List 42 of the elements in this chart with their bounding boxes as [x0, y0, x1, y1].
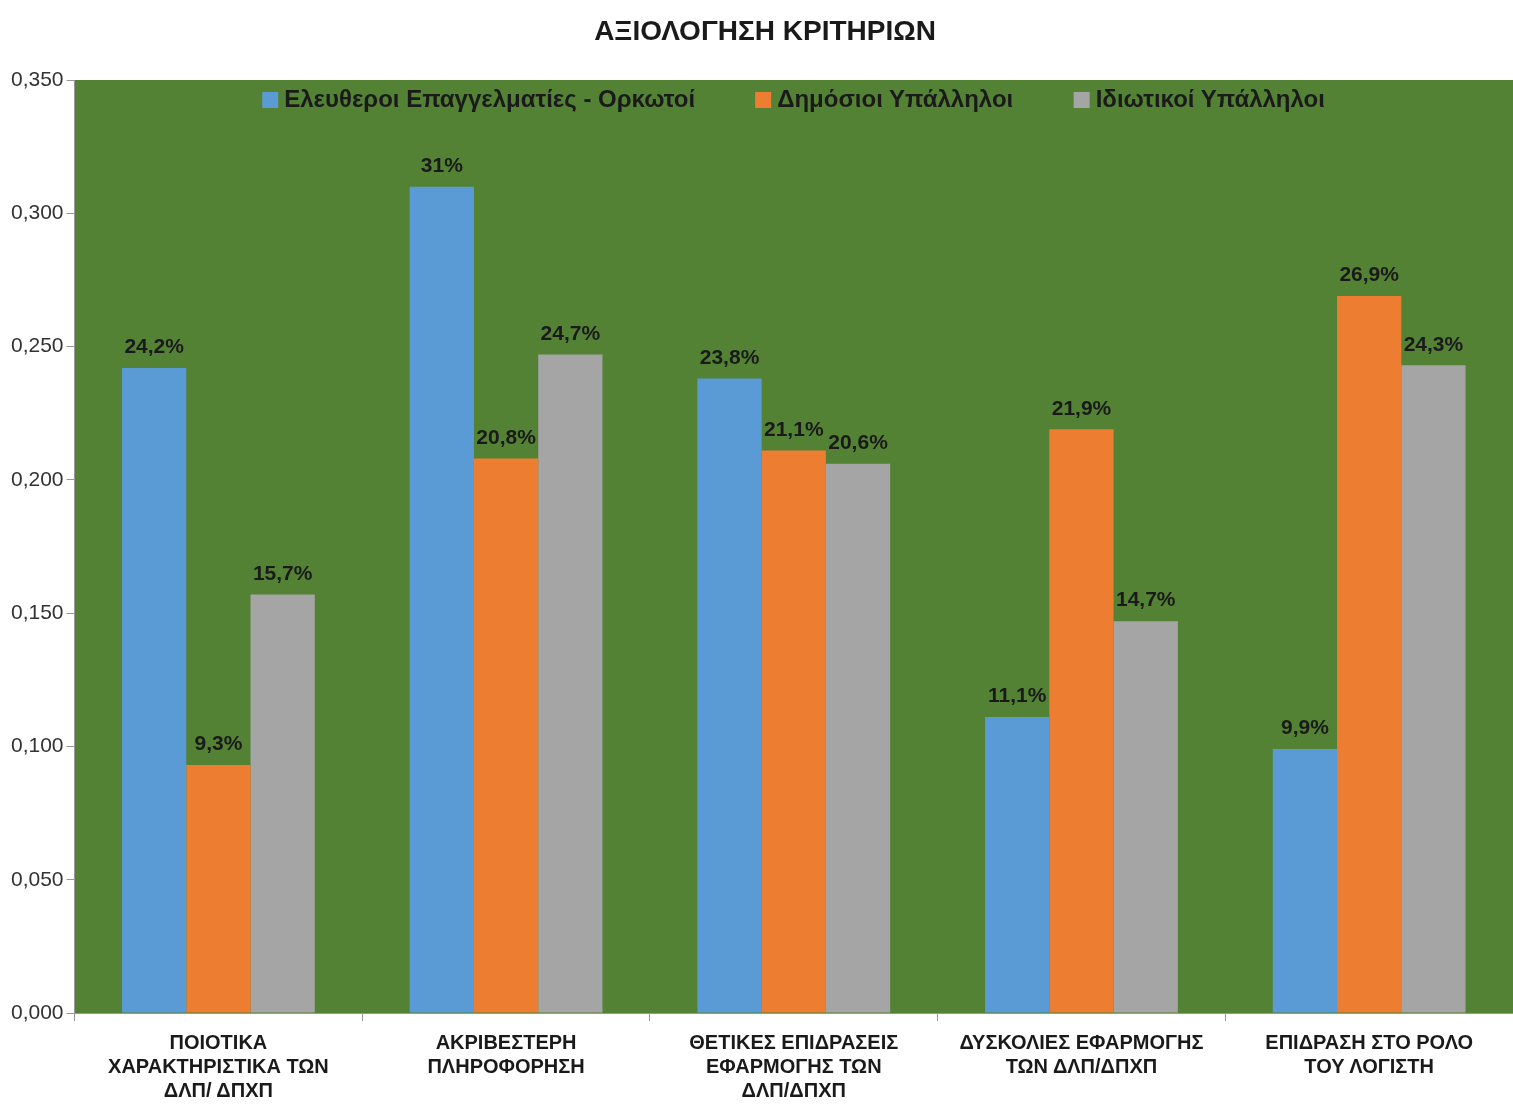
- bar: [1049, 429, 1114, 1013]
- data-label: 24,2%: [124, 334, 185, 358]
- data-label: 20,8%: [476, 424, 537, 448]
- bar: [697, 378, 762, 1013]
- data-label: 24,3%: [1403, 331, 1464, 355]
- data-label: 21,1%: [764, 416, 824, 440]
- data-label: 21,9%: [1051, 395, 1112, 419]
- data-label: 9,9%: [1280, 715, 1330, 739]
- data-label: 11,1%: [988, 683, 1047, 707]
- bar: [1337, 295, 1402, 1013]
- data-label: 14,7%: [1115, 587, 1176, 611]
- legend-label: Δημόσιοι Υπάλληλοι: [777, 84, 1014, 112]
- data-label: 31%: [420, 152, 464, 176]
- data-label: 20,6%: [828, 430, 889, 454]
- x-tick-label: ΑΚΡΙΒΕΣΤΕΡΗ ΠΛΗΡΟΦΟΡΗΣΗ: [427, 1030, 585, 1077]
- y-tick-label: 0,150: [10, 599, 64, 623]
- x-tick-label: ΕΠΙΔΡΑΣΗ ΣΤΟ ΡΟΛΟ ΤΟΥ ΛΟΓΙΣΤΗ: [1265, 1030, 1474, 1077]
- x-tick-label: ΔΥΣΚΟΛΙΕΣ ΕΦΑΡΜΟΓΗΣ ΤΩΝ ΔΛΠ/ΔΠΧΠ: [959, 1030, 1204, 1077]
- y-tick-label: 0,100: [10, 733, 64, 757]
- bar: [761, 450, 826, 1013]
- y-tick-label: 0,000: [10, 999, 64, 1023]
- y-tick-label: 0,200: [10, 466, 64, 490]
- chart-title: ΑΞΙΟΛΟΓΗΣΗ ΚΡΙΤΗΡΙΩΝ: [594, 14, 936, 46]
- x-tick-label: ΠΟΙΟΤΙΚΑ ΧΑΡΑΚΤΗΡΙΣΤΙΚΑ ΤΩΝ ΔΛΠ/ ΔΠΧΠ: [108, 1030, 329, 1101]
- legend-label: Ελευθεροι Επαγγελματίες - Ορκωτοί: [284, 84, 696, 112]
- bar: [1272, 749, 1338, 1013]
- bar: [985, 717, 1050, 1013]
- x-tick-label: ΘΕΤΙΚΕΣ ΕΠΙΔΡΑΣΕΙΣ ΕΦΑΡΜΟΓΗΣ ΤΩΝ ΔΛΠ/ΔΠΧΠ: [689, 1030, 899, 1101]
- data-label: 24,7%: [540, 320, 601, 344]
- legend-label: Ιδιωτικοί Υπάλληλοι: [1095, 84, 1325, 112]
- data-label: 26,9%: [1339, 262, 1400, 286]
- y-tick-label: 0,050: [10, 866, 64, 890]
- bar: [473, 458, 539, 1013]
- y-tick-label: 0,350: [10, 66, 64, 90]
- data-label: 23,8%: [699, 344, 760, 368]
- data-label: 9,3%: [194, 731, 243, 755]
- data-label: 15,7%: [252, 560, 313, 584]
- y-tick-label: 0,250: [10, 333, 64, 357]
- bar: [186, 765, 251, 1013]
- bar: [409, 186, 474, 1013]
- bar: [122, 367, 187, 1013]
- y-tick-label: 0,300: [10, 200, 64, 224]
